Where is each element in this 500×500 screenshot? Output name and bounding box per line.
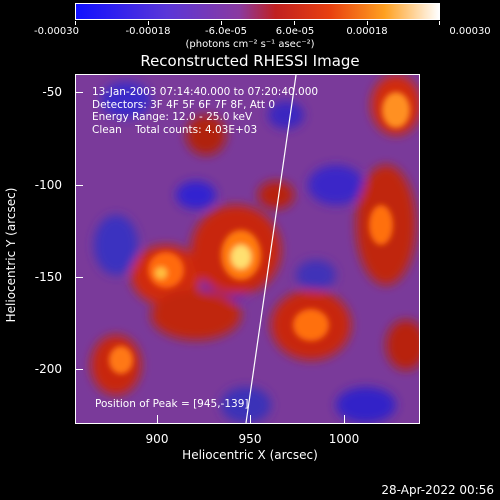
clean-info: Clean Total counts: 4.03E+03 xyxy=(92,123,258,136)
y-tick xyxy=(75,92,83,93)
colorbar-label: 0.00018 xyxy=(346,26,388,37)
colorbar-label: 6.0e-05 xyxy=(275,26,315,37)
colorbar-tick xyxy=(367,21,368,25)
energy-range: Energy Range: 12.0 - 25.0 keV xyxy=(92,111,253,123)
image-canvas xyxy=(76,75,419,423)
detectors: Detectors: 3F 4F 5F 6F 7F 8F, Att 0 xyxy=(92,98,276,111)
y-tick-label: -150 xyxy=(34,270,62,284)
colorbar-tick xyxy=(221,21,222,25)
x-tick-label: 900 xyxy=(145,432,169,446)
colorbar-units: (photons cm⁻² s⁻¹ asec⁻²) xyxy=(185,39,315,50)
peak-position: Position of Peak = [945,-139] xyxy=(95,398,249,410)
colorbar-label: -6.0e-05 xyxy=(205,26,247,37)
y-axis-label: Heliocentric Y (arcsec) xyxy=(4,187,18,323)
x-tick xyxy=(157,415,158,423)
y-tick xyxy=(75,369,83,370)
colorbar-tick xyxy=(148,21,149,25)
colorbar-label: 0.00030 xyxy=(449,26,491,37)
y-tick-label: -50 xyxy=(42,85,62,99)
y-tick xyxy=(75,185,83,186)
x-tick-label: 950 xyxy=(238,432,262,446)
colorbar-tick xyxy=(294,21,295,25)
colorbar-tick xyxy=(75,21,76,25)
y-tick-label: -100 xyxy=(34,178,62,192)
solar-limb-line xyxy=(245,75,297,423)
date-stamp: 28-Apr-2022 00:56 xyxy=(381,483,494,497)
rhessi-image xyxy=(75,74,420,424)
y-tick xyxy=(75,277,83,278)
plot-title: Reconstructed RHESSI Image xyxy=(140,52,360,70)
x-tick xyxy=(344,415,345,423)
colorbar-label: -0.00018 xyxy=(125,26,171,37)
info-block: 13-Jan-2003 07:14:40.000 to 07:20:40.000… xyxy=(92,86,318,136)
colorbar-tick xyxy=(439,21,440,25)
colorbar-label: -0.00030 xyxy=(34,26,79,37)
x-axis-label: Heliocentric X (arcsec) xyxy=(182,448,318,462)
colorbar xyxy=(75,3,440,20)
x-tick xyxy=(250,415,251,423)
x-tick-label: 1000 xyxy=(328,432,360,446)
time-range: 13-Jan-2003 07:14:40.000 to 07:20:40.000 xyxy=(92,86,319,98)
y-tick-label: -200 xyxy=(34,362,62,376)
